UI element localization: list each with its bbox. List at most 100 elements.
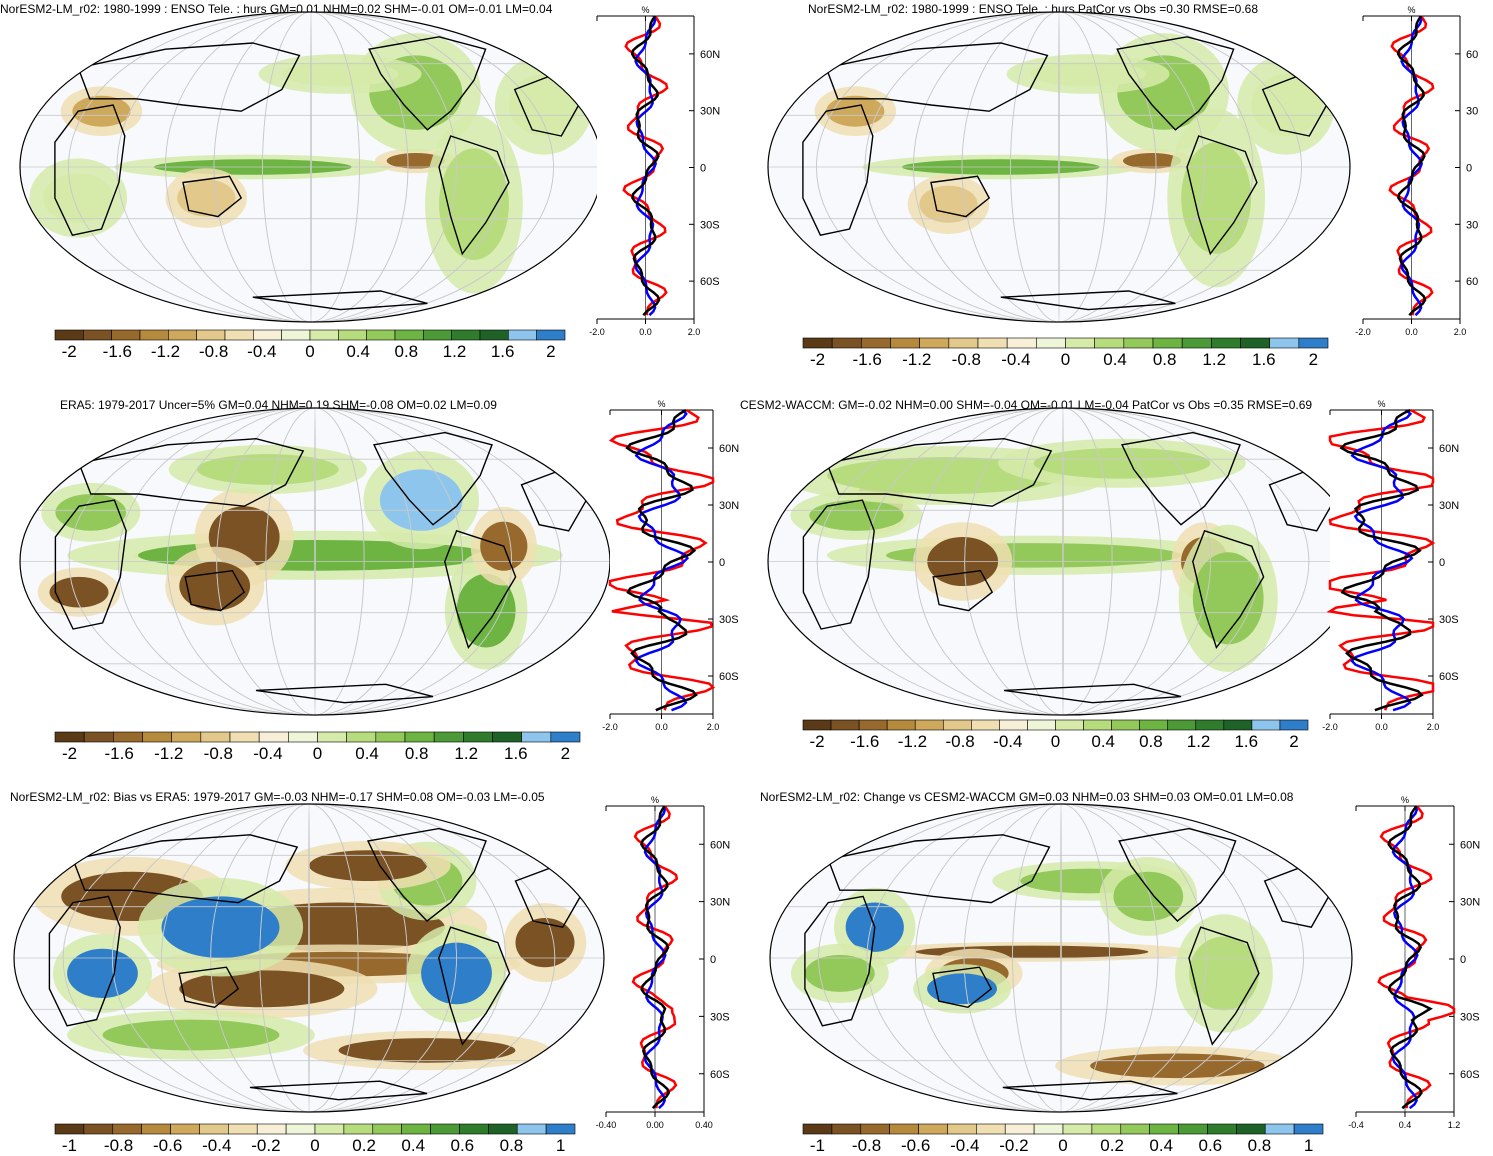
coastline	[1116, 36, 1235, 131]
graticule-lon	[117, 408, 513, 715]
profile-xtick-label: -2.0	[1322, 722, 1338, 732]
colorbar: -2 -1.6 -1.2 -0.8 -0.4 0 0.4 0.8 1.2 1.6 2	[802, 337, 1329, 369]
map-field	[770, 804, 1352, 1112]
coastline	[249, 1080, 428, 1101]
colorbar-swatch	[314, 1123, 345, 1135]
profile-line	[1387, 805, 1433, 1110]
colorbar-label: -0.8	[199, 342, 228, 361]
colorbar-swatch	[858, 719, 888, 731]
profile-xtick-label: -2.0	[1355, 327, 1371, 337]
profile-line	[643, 805, 667, 1110]
graticule-lon	[314, 408, 316, 715]
profile-line	[1350, 409, 1414, 712]
colorbar-label: 0.8	[405, 744, 429, 763]
coastline	[78, 437, 305, 507]
colorbar-label: -0.6	[153, 1136, 182, 1155]
colorbar-swatch	[200, 731, 231, 743]
profile-ytick-label: 30S	[700, 219, 720, 231]
graticule-lon	[1060, 804, 1062, 1112]
colorbar-label: -0.8	[204, 744, 233, 763]
colorbar-swatch	[479, 329, 509, 341]
colorbar-swatch	[488, 1123, 518, 1135]
colorbar: -2 -1.6 -1.2 -0.8 -0.4 0 0.4 0.8 1.2 1.6 2	[54, 329, 566, 361]
profile-xtick-label: 1.2	[1448, 1120, 1461, 1130]
colorbar-swatch	[142, 731, 172, 743]
colorbar-swatch	[890, 337, 920, 349]
profile-unit: %	[1401, 795, 1409, 805]
profile-xtick-label: 2.0	[1427, 722, 1440, 732]
profile-xtick-label: -2.0	[602, 722, 618, 732]
map-field	[768, 12, 1350, 322]
profile-ytick-label: 0	[710, 954, 716, 966]
colorbar-swatch	[451, 329, 481, 341]
colorbar-label: -1	[62, 1136, 77, 1155]
latitude-profile: % -2.0 0.0 2.0 60 30 0 30 60	[1355, 5, 1478, 337]
colorbar-swatch	[1251, 719, 1281, 731]
colorbar-swatch	[366, 329, 396, 341]
colorbar-label: -0.4	[993, 732, 1022, 751]
colorbar-label: 2	[1289, 732, 1298, 751]
colorbar-label: -0.4	[1001, 350, 1030, 369]
map-outline	[769, 803, 1353, 1113]
profile-line	[640, 805, 671, 1110]
field-core	[826, 95, 885, 127]
profile-line	[1339, 408, 1424, 712]
graticule-lon	[961, 12, 1157, 322]
profile-unit: %	[1378, 399, 1386, 409]
coastline	[54, 499, 127, 630]
profile-xtick-label: 2.0	[688, 327, 701, 337]
colorbar-swatch	[83, 731, 114, 743]
panel-cesm2: CESM2-WACCM: GM=-0.02 NHM=0.00 SHM=-0.04…	[740, 388, 1493, 763]
profile-ytick-label: 60S	[710, 1069, 730, 1081]
colorbar-swatch	[54, 329, 84, 341]
colorbar-label: -0.4	[950, 1136, 979, 1155]
colorbar-swatch	[1195, 719, 1225, 731]
coastline	[1003, 683, 1182, 704]
colorbar-swatch	[860, 1123, 890, 1135]
graticule-lon	[1012, 804, 1110, 1112]
colorbar-label: -1	[810, 1136, 825, 1155]
colorbar-label: 0.4	[346, 342, 370, 361]
colorbar-swatch	[1091, 1123, 1122, 1135]
profile-xtick-label: 0.0	[1375, 722, 1388, 732]
colorbar-swatch	[281, 329, 311, 341]
coastline	[802, 104, 874, 237]
colorbar-swatch	[1036, 337, 1066, 349]
colorbar-swatch	[802, 337, 833, 349]
graticule-lon	[262, 12, 360, 322]
colorbar-label: 1.6	[1252, 350, 1276, 369]
coastline	[255, 683, 434, 704]
panel-title: NorESM2-LM_r02: Change vs CESM2-WACCM GM…	[760, 790, 1294, 804]
profile-unit: %	[642, 5, 650, 15]
profile-ytick-label: 30S	[719, 614, 739, 626]
graticule-lon	[816, 12, 1302, 322]
colorbar-swatch	[1207, 1123, 1237, 1135]
profile-ytick-label: 30N	[719, 500, 739, 512]
colorbar-label: 0.4	[1091, 732, 1115, 751]
colorbar-swatch	[228, 1123, 258, 1135]
colorbar-swatch	[309, 329, 339, 341]
profile-ytick-label: 60S	[719, 671, 739, 683]
map-field	[14, 804, 604, 1112]
colorbar-swatch	[545, 1123, 576, 1135]
colorbar-swatch	[139, 329, 169, 341]
graticule-lon	[310, 12, 312, 322]
colorbar-swatch	[889, 1123, 919, 1135]
field-core	[456, 573, 516, 648]
colorbar-swatch	[253, 329, 282, 341]
colorbar-swatch	[1027, 719, 1056, 731]
colorbar-swatch	[430, 1123, 460, 1135]
colorbar-swatch	[1062, 1123, 1093, 1135]
colorbar-swatch	[1149, 1123, 1179, 1135]
colorbar-swatch	[1055, 719, 1084, 731]
colorbar-swatch	[113, 731, 143, 743]
colorbar-label: -0.4	[247, 342, 276, 361]
colorbar-label: 0.8	[395, 342, 419, 361]
colorbar-swatch	[338, 329, 367, 341]
graticule-lon	[816, 408, 1310, 715]
coastline	[77, 42, 301, 112]
colorbar-swatch	[947, 1123, 977, 1135]
panel-era5: ERA5: 1979-2017 Uncer=5% GM=0.04 NHM=0.1…	[0, 388, 745, 763]
profile-ytick-label: 60N	[710, 839, 730, 851]
colorbar-label: -2	[62, 744, 77, 763]
